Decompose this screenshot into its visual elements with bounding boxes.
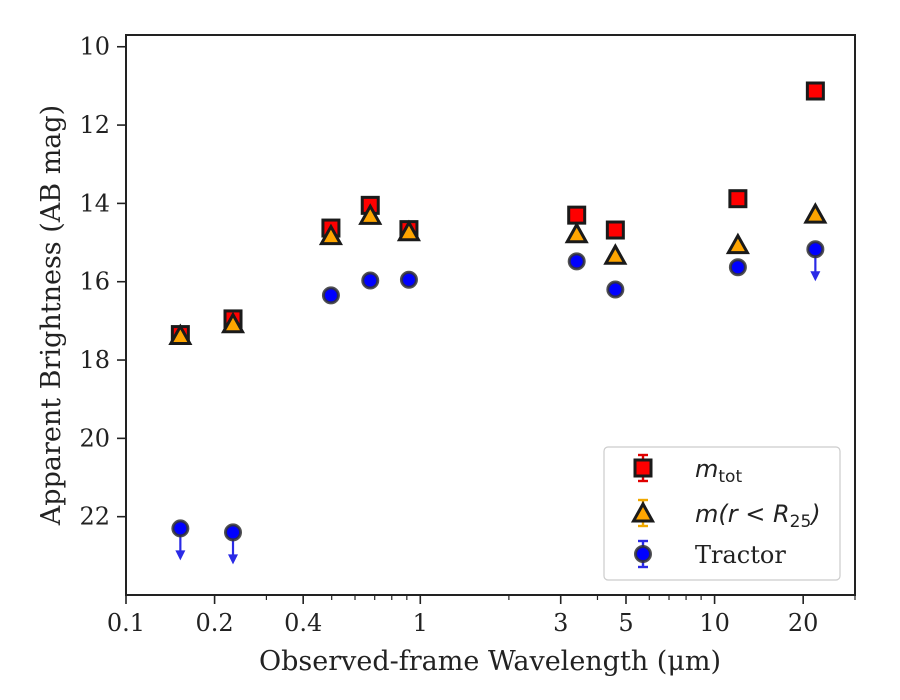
data-point	[396, 219, 421, 242]
y-tick-label: 20	[79, 424, 110, 452]
data-point	[567, 205, 587, 225]
data-point	[321, 286, 340, 305]
legend: mtot m(r < R25) Tractor	[603, 446, 841, 581]
x-tick-label: 0.4	[284, 609, 322, 637]
series-circle	[171, 240, 825, 565]
legend-label-tractor: Tractor	[695, 541, 786, 569]
legend-frame	[603, 446, 841, 581]
legend-marker-square	[633, 458, 653, 478]
legend-label-mr25: m(r < R25)	[695, 500, 821, 532]
data-point	[168, 323, 193, 346]
legend-label-mr25-sub: 25	[790, 512, 812, 532]
data-point	[399, 270, 418, 289]
x-tick-label: 0.1	[107, 609, 145, 637]
y-tick-label: 14	[79, 189, 110, 217]
legend-marker-triangle	[630, 500, 656, 523]
upper-limit-arrow-head	[228, 554, 239, 565]
upper-limit-arrow-head	[175, 550, 186, 561]
data-point	[805, 81, 825, 101]
y-tick-label: 16	[79, 268, 110, 296]
plot-frame	[125, 34, 856, 596]
x-axis-label: Observed-frame Wavelength (μm)	[259, 646, 721, 677]
data-point	[803, 202, 828, 224]
series-triangle	[168, 202, 828, 346]
data-marks	[168, 81, 828, 565]
y-tick-label: 22	[79, 503, 110, 531]
legend-label-mtot-main: m	[695, 455, 718, 483]
data-point	[171, 519, 190, 538]
data-point	[728, 189, 748, 209]
data-point	[318, 223, 343, 246]
x-tick-label: 1	[413, 609, 428, 637]
legend-label-mr25-main: m(r < R	[695, 500, 790, 528]
plot-area	[125, 34, 856, 596]
x-tick-label: 0.2	[196, 609, 234, 637]
data-point	[725, 232, 750, 255]
x-axis: 0.1 0.2 0.4 1 3 5 10 20	[107, 595, 856, 637]
legend-marks	[630, 453, 656, 569]
x-tick-label: 5	[618, 609, 633, 637]
y-tick-label: 12	[79, 111, 110, 139]
data-point	[361, 271, 380, 290]
data-point	[806, 240, 825, 259]
legend-label-mtot-sub: tot	[718, 467, 742, 487]
upper-limit-arrow-head	[810, 271, 821, 282]
data-point	[358, 203, 383, 225]
y-axis: 10 12 14 16 18 20 22	[79, 33, 126, 531]
data-point	[224, 523, 243, 542]
data-point	[728, 258, 747, 277]
y-tick-label: 10	[79, 33, 110, 61]
data-point	[603, 243, 628, 265]
data-point	[564, 221, 589, 244]
x-tick-label: 20	[788, 609, 819, 637]
legend-marker-circle	[634, 545, 652, 563]
x-tick-label: 3	[553, 609, 568, 637]
y-tick-label: 18	[79, 346, 110, 374]
data-point	[606, 280, 625, 299]
x-tick-label: 10	[699, 609, 730, 637]
y-axis-label: Apparent Brightness (AB mag)	[36, 105, 67, 526]
data-point	[567, 252, 586, 271]
data-point	[605, 220, 625, 240]
legend-label-mr25-tail: )	[809, 500, 820, 528]
data-point	[220, 311, 246, 334]
legend-label-mtot: mtot	[695, 455, 742, 487]
